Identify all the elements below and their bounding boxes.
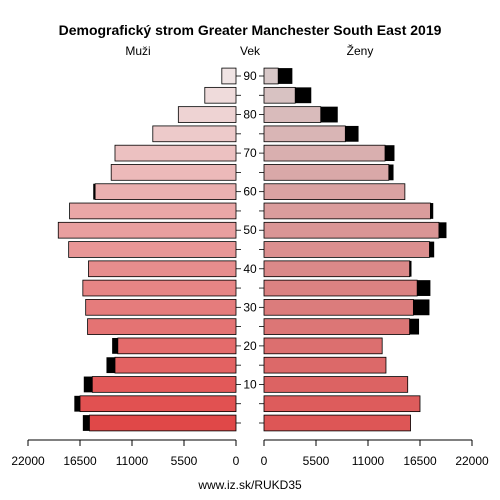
male-excess-bar-age-60	[93, 183, 96, 200]
female-excess-bar-age-80	[320, 106, 338, 123]
male-bar-age-30	[85, 299, 237, 316]
female-excess-bar-age-30	[413, 299, 430, 316]
female-bar-age-90	[263, 67, 279, 85]
age-tick-label: 90	[243, 69, 257, 83]
age-tick-label: 20	[243, 339, 257, 353]
chart-title: Demografický strom Greater Manchester So…	[59, 22, 442, 38]
left-x-tick-label: 11000	[116, 454, 149, 468]
male-bar-age-65	[110, 164, 237, 181]
left-x-tick-label: 5500	[171, 454, 198, 468]
female-bar-age-85	[263, 86, 296, 104]
male-excess-bar-age-20	[112, 337, 118, 354]
female-bar-age-80	[263, 106, 322, 123]
female-excess-bar-age-55	[430, 203, 434, 219]
female-bar-age-50	[263, 221, 440, 239]
male-bar-age-55	[69, 202, 237, 220]
age-tick-label: 10	[243, 377, 257, 391]
female-label: Ženy	[347, 43, 374, 58]
female-bar-age-45	[263, 241, 430, 258]
age-tick-label: 50	[243, 223, 257, 237]
female-bar-age-20	[263, 337, 383, 355]
female-bar-age-35	[263, 279, 418, 297]
female-excess-bar-age-45	[429, 241, 435, 258]
right-x-tick-label: 5500	[303, 454, 330, 468]
age-tick-label: 60	[243, 185, 257, 199]
female-bar-age-40	[263, 260, 411, 278]
male-bar-age-85	[204, 86, 237, 104]
female-bar-age-70	[263, 144, 386, 162]
right-x-tick-label: 16500	[403, 454, 437, 468]
male-excess-bar-age-0	[82, 415, 90, 431]
male-excess-bar-age-15	[106, 357, 115, 374]
female-excess-bar-age-75	[345, 125, 359, 142]
female-excess-bar-age-90	[278, 68, 293, 84]
age-tick-label: 30	[243, 300, 257, 314]
male-bar-age-25	[87, 318, 237, 335]
female-bar-age-25	[263, 318, 411, 335]
male-bar-age-10	[91, 376, 237, 393]
male-bar-age-35	[82, 279, 237, 297]
male-bar-age-45	[68, 241, 237, 258]
age-tick-label: 40	[243, 262, 257, 276]
right-x-tick-label: 22000	[455, 454, 489, 468]
male-bar-age-40	[88, 260, 237, 278]
female-excess-bar-age-70	[385, 145, 395, 162]
female-excess-bar-age-50	[438, 222, 447, 239]
female-excess-bar-age-65	[388, 164, 394, 181]
left-x-tick-label: 16500	[63, 454, 97, 468]
male-bar-age-5	[79, 395, 237, 413]
male-bar-age-75	[152, 125, 237, 143]
female-excess-bar-age-25	[409, 318, 420, 335]
age-tick-label: 80	[243, 108, 257, 122]
female-bar-age-55	[263, 202, 431, 220]
female-excess-bar-age-40	[409, 260, 412, 277]
axes-group: 10 20 30 40 50 60 70 80 90 22000 16500 11000 5500 0 0 5…	[11, 69, 489, 468]
left-x-tick-label: 22000	[11, 454, 45, 468]
male-bar-age-90	[221, 67, 237, 85]
female-bar-age-0	[263, 414, 411, 432]
bars-group	[57, 67, 447, 432]
left-x-tick-label: 0	[233, 454, 240, 468]
male-bar-age-0	[89, 414, 237, 432]
male-bar-age-70	[114, 144, 237, 162]
female-excess-bar-age-35	[417, 280, 431, 296]
male-label: Muži	[125, 44, 150, 58]
female-bar-age-65	[263, 164, 390, 181]
female-bar-age-60	[263, 183, 406, 200]
male-bar-age-50	[57, 221, 237, 239]
right-x-tick-label: 0	[261, 454, 268, 468]
source-footer: www.iz.sk/RUKD35	[197, 478, 302, 492]
female-bar-age-75	[263, 125, 346, 143]
male-bar-age-20	[117, 337, 237, 355]
male-excess-bar-age-5	[74, 395, 80, 412]
right-x-tick-label: 11000	[352, 454, 385, 468]
male-bar-age-80	[177, 106, 237, 123]
female-bar-age-15	[263, 356, 387, 374]
age-tick-label: 70	[243, 146, 257, 160]
female-bar-age-5	[263, 395, 421, 413]
female-excess-bar-age-85	[295, 87, 312, 104]
male-bar-age-60	[94, 183, 237, 200]
age-label: Vek	[240, 44, 261, 58]
female-bar-age-30	[263, 299, 414, 316]
female-bar-age-10	[263, 376, 409, 393]
male-excess-bar-age-10	[83, 376, 93, 393]
male-bar-age-15	[114, 356, 237, 374]
